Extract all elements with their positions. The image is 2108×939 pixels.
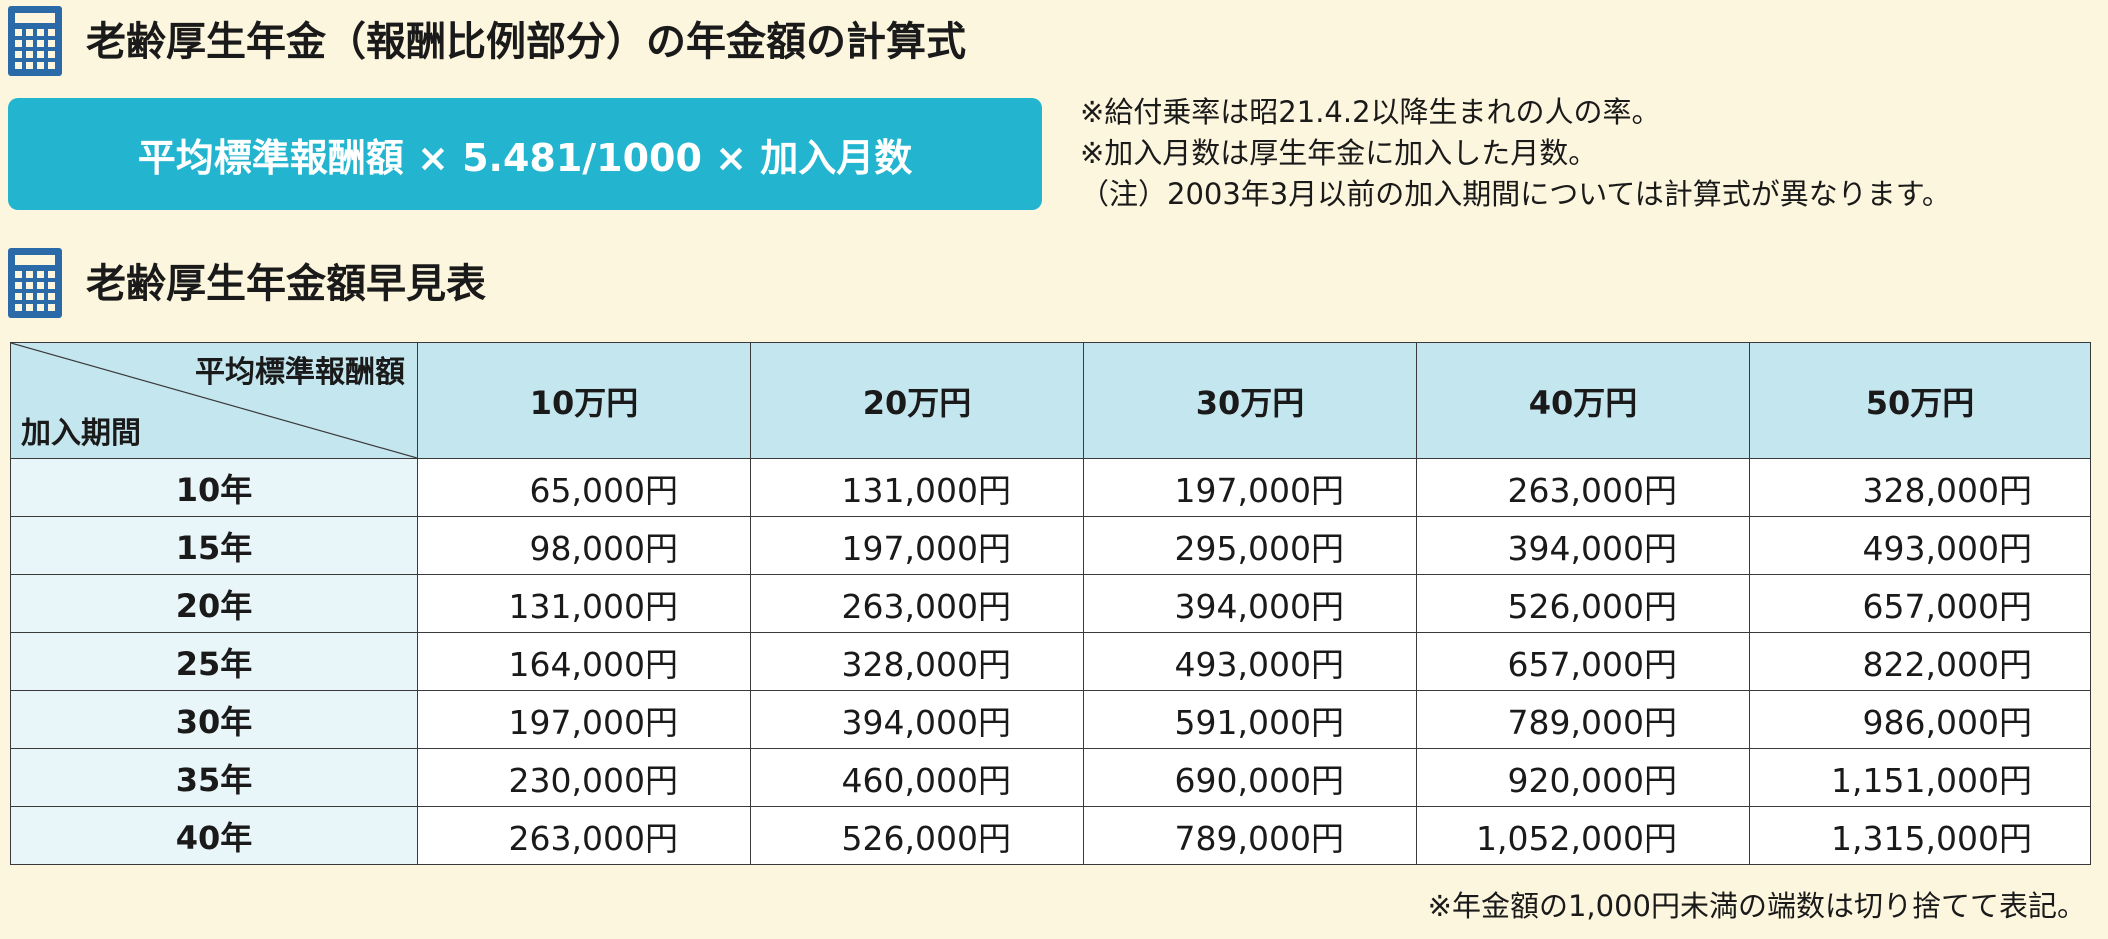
period-cell: 40年: [10, 806, 418, 865]
table-row: 40年 263,000円 526,000円 789,000円 1,052,000円 1,3…: [10, 806, 2091, 865]
period-cell: 30年: [10, 690, 418, 749]
amount-cell: 328,000円: [750, 632, 1084, 691]
amount-cell: 986,000円: [1749, 690, 2091, 749]
table-corner-cell: 平均標準報酬額 加入期間: [10, 342, 418, 459]
amount-cell: 789,000円: [1416, 690, 1750, 749]
formula-box: 平均標準報酬額 × 5.481/1000 × 加入月数: [8, 98, 1042, 210]
amount-cell: 822,000円: [1749, 632, 2091, 691]
table-body: 10年 65,000円 131,000円 197,000円 263,000円 328,00…: [10, 458, 2091, 865]
table-footnote: ※年金額の1,000円未満の端数は切り捨てて表記。: [1427, 889, 2086, 923]
period-cell: 35年: [10, 748, 418, 807]
amount-cell: 920,000円: [1416, 748, 1750, 807]
amount-cell: 1,315,000円: [1749, 806, 2091, 865]
amount-cell: 263,000円: [750, 574, 1084, 633]
column-header: 20万円: [750, 342, 1084, 459]
amount-cell: 526,000円: [1416, 574, 1750, 633]
amount-cell: 131,000円: [417, 574, 751, 633]
pension-table: 平均標準報酬額 加入期間 10万円 20万円 30万円 40万円 50万円 10…: [10, 342, 2091, 865]
calculator-icon: [8, 6, 62, 76]
amount-cell: 460,000円: [750, 748, 1084, 807]
amount-cell: 394,000円: [750, 690, 1084, 749]
amount-cell: 263,000円: [1416, 458, 1750, 517]
period-cell: 15年: [10, 516, 418, 575]
calculator-icon: [8, 248, 62, 318]
amount-cell: 493,000円: [1749, 516, 2091, 575]
amount-cell: 98,000円: [417, 516, 751, 575]
amount-cell: 197,000円: [417, 690, 751, 749]
note-item: ※給付乗率は昭21.4.2以降生まれの人の率。: [1080, 95, 1661, 129]
table-row: 25年 164,000円 328,000円 493,000円 657,000円 822,0…: [10, 632, 2091, 691]
table-section-title: 老齢厚生年金額早見表: [86, 261, 486, 307]
formula-notes: ※給付乗率は昭21.4.2以降生まれの人の率。 ※加入月数は厚生年金に加入した月…: [1080, 92, 1951, 215]
amount-cell: 230,000円: [417, 748, 751, 807]
table-row: 10年 65,000円 131,000円 197,000円 263,000円 328,00…: [10, 458, 2091, 517]
corner-diagonal: [11, 343, 417, 458]
table-row: 20年 131,000円 263,000円 394,000円 526,000円 657,0…: [10, 574, 2091, 633]
amount-cell: 328,000円: [1749, 458, 2091, 517]
amount-cell: 263,000円: [417, 806, 751, 865]
amount-cell: 657,000円: [1749, 574, 2091, 633]
column-header: 40万円: [1416, 342, 1750, 459]
amount-cell: 526,000円: [750, 806, 1084, 865]
table-row: 30年 197,000円 394,000円 591,000円 789,000円 986,0…: [10, 690, 2091, 749]
salary-axis-label: 平均標準報酬額: [195, 355, 405, 390]
formula-section-title: 老齢厚生年金（報酬比例部分）の年金額の計算式: [86, 19, 966, 65]
amount-cell: 657,000円: [1416, 632, 1750, 691]
table-header-row: 平均標準報酬額 加入期間 10万円 20万円 30万円 40万円 50万円: [10, 342, 2091, 459]
amount-cell: 394,000円: [1416, 516, 1750, 575]
amount-cell: 197,000円: [750, 516, 1084, 575]
note-item: （注）2003年3月以前の加入期間については計算式が異なります。: [1080, 177, 1951, 211]
amount-cell: 394,000円: [1083, 574, 1417, 633]
table-row: 15年 98,000円 197,000円 295,000円 394,000円 493,00…: [10, 516, 2091, 575]
period-axis-label: 加入期間: [21, 416, 141, 451]
amount-cell: 164,000円: [417, 632, 751, 691]
amount-cell: 1,151,000円: [1749, 748, 2091, 807]
column-header: 30万円: [1083, 342, 1417, 459]
column-header: 50万円: [1749, 342, 2091, 459]
column-header: 10万円: [417, 342, 751, 459]
amount-cell: 65,000円: [417, 458, 751, 517]
amount-cell: 493,000円: [1083, 632, 1417, 691]
table-row: 35年 230,000円 460,000円 690,000円 920,000円 1,151…: [10, 748, 2091, 807]
period-cell: 10年: [10, 458, 418, 517]
note-item: ※加入月数は厚生年金に加入した月数。: [1080, 136, 1598, 170]
amount-cell: 690,000円: [1083, 748, 1417, 807]
amount-cell: 295,000円: [1083, 516, 1417, 575]
amount-cell: 131,000円: [750, 458, 1084, 517]
amount-cell: 591,000円: [1083, 690, 1417, 749]
amount-cell: 789,000円: [1083, 806, 1417, 865]
period-cell: 25年: [10, 632, 418, 691]
amount-cell: 1,052,000円: [1416, 806, 1750, 865]
amount-cell: 197,000円: [1083, 458, 1417, 517]
period-cell: 20年: [10, 574, 418, 633]
